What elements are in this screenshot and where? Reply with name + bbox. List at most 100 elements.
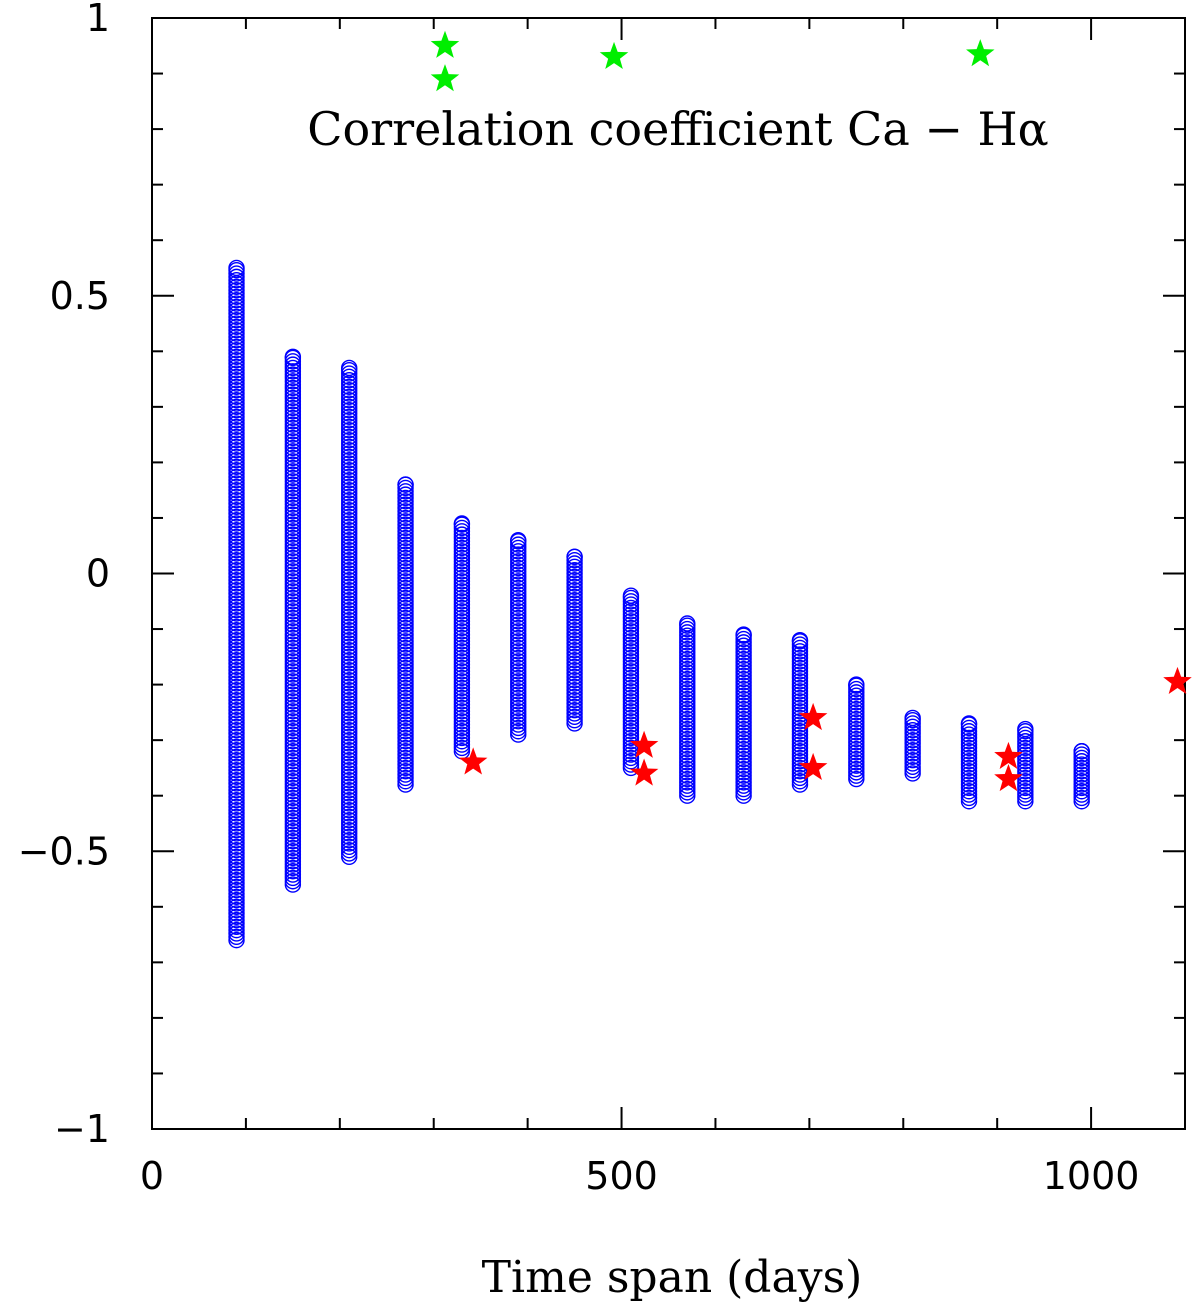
simulated-point (284, 739, 302, 757)
simulated-point (510, 726, 527, 743)
simulated-point (848, 676, 865, 693)
simulated-column (1017, 720, 1034, 810)
simulated-point (341, 728, 358, 746)
simulated-point (228, 798, 245, 816)
simulated-point (284, 383, 302, 400)
simulated-point (679, 774, 696, 791)
simulated-point (341, 371, 358, 389)
simulated-point (904, 709, 921, 727)
simulated-point (341, 571, 358, 589)
simulated-point (397, 729, 414, 747)
simulated-point (341, 359, 358, 377)
simulated-point (397, 619, 414, 637)
simulated-point (228, 635, 245, 652)
simulated-point (284, 539, 302, 557)
simulated-point (679, 644, 696, 661)
simulated-point (341, 518, 358, 536)
simulated-point (341, 721, 358, 739)
simulated-point (453, 526, 471, 543)
simulated-point (341, 791, 358, 809)
simulated-point (228, 675, 245, 692)
simulated-point (904, 728, 921, 746)
simulated-point (397, 623, 414, 640)
simulated-point (284, 693, 302, 710)
simulated-point (679, 754, 696, 771)
simulated-point (679, 680, 696, 698)
simulated-point (791, 636, 809, 653)
simulated-point (566, 648, 583, 666)
simulated-point (228, 821, 245, 839)
simulated-point (566, 661, 583, 679)
simulated-point (228, 601, 245, 619)
simulated-point (1073, 759, 1090, 777)
simulated-point (228, 621, 245, 639)
simulated-point (284, 673, 302, 690)
simulated-point (1017, 729, 1034, 747)
simulated-point (904, 761, 921, 779)
observed-star-point (629, 730, 659, 758)
simulated-point (284, 769, 302, 787)
simulated-point (397, 566, 414, 583)
simulated-point (566, 715, 583, 732)
simulated-point (960, 739, 978, 757)
simulated-point (510, 683, 527, 700)
simulated-point (228, 259, 245, 277)
simulated-point (228, 605, 245, 622)
simulated-point (397, 483, 414, 500)
simulated-point (960, 769, 978, 787)
simulated-point (284, 753, 302, 770)
simulated-point (341, 468, 358, 486)
x-tick-label: 1000 (1043, 1154, 1140, 1198)
simulated-point (284, 839, 302, 857)
simulated-point (453, 593, 471, 610)
simulated-point (397, 626, 414, 643)
chart-title: Correlation coefficient Ca − Hα (307, 102, 1048, 156)
simulated-point (622, 673, 640, 690)
observed-star-point (430, 64, 460, 92)
simulated-point (566, 708, 583, 726)
simulated-point (341, 615, 358, 632)
simulated-point (397, 613, 414, 630)
simulated-point (341, 771, 358, 789)
simulated-point (397, 556, 414, 573)
simulated-point (284, 396, 302, 413)
simulated-point (791, 679, 809, 697)
simulated-point (341, 485, 358, 502)
simulated-point (453, 639, 471, 657)
simulated-point (453, 563, 471, 580)
simulated-point (341, 645, 358, 662)
simulated-point (284, 796, 302, 813)
simulated-point (1017, 793, 1034, 810)
simulated-point (284, 846, 302, 863)
simulated-point (228, 865, 245, 882)
simulated-point (679, 690, 696, 708)
simulated-point (341, 475, 358, 492)
simulated-point (284, 566, 302, 583)
simulated-point (1017, 756, 1034, 773)
simulated-point (341, 825, 358, 842)
simulated-point (679, 657, 696, 674)
simulated-point (228, 568, 245, 586)
simulated-point (284, 749, 302, 767)
simulated-point (284, 569, 302, 587)
simulated-point (904, 751, 921, 769)
simulated-point (566, 605, 583, 622)
simulated-point (341, 395, 358, 412)
simulated-point (228, 381, 245, 399)
simulated-point (735, 700, 752, 718)
simulated-point (228, 595, 245, 612)
simulated-point (284, 453, 302, 470)
simulated-point (453, 663, 471, 680)
simulated-point (228, 495, 245, 512)
simulated-point (341, 378, 358, 396)
simulated-point (453, 599, 471, 617)
simulated-point (284, 366, 302, 383)
simulated-point (284, 523, 302, 540)
simulated-point (284, 869, 302, 887)
simulated-point (397, 753, 414, 770)
simulated-point (228, 301, 245, 319)
simulated-point (566, 601, 583, 619)
simulated-point (284, 603, 302, 620)
simulated-point (791, 669, 809, 687)
simulated-point (397, 579, 414, 597)
